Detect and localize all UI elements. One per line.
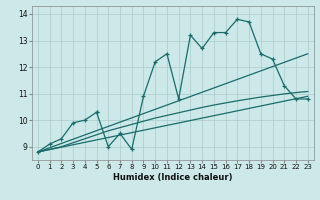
X-axis label: Humidex (Indice chaleur): Humidex (Indice chaleur)	[113, 173, 233, 182]
